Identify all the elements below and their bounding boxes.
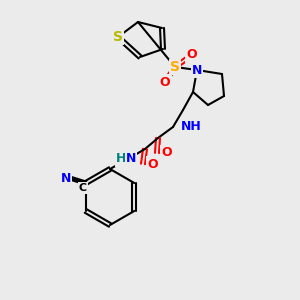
- Text: H: H: [116, 152, 126, 166]
- Text: S: S: [170, 60, 180, 74]
- Text: N: N: [126, 152, 136, 166]
- Text: O: O: [160, 76, 170, 88]
- Text: S: S: [113, 30, 123, 44]
- Text: C: C: [79, 183, 87, 193]
- Text: N: N: [61, 172, 71, 184]
- Text: O: O: [162, 146, 172, 160]
- Text: O: O: [148, 158, 158, 170]
- Text: O: O: [187, 49, 197, 62]
- Text: N: N: [192, 64, 202, 76]
- Text: NH: NH: [181, 121, 202, 134]
